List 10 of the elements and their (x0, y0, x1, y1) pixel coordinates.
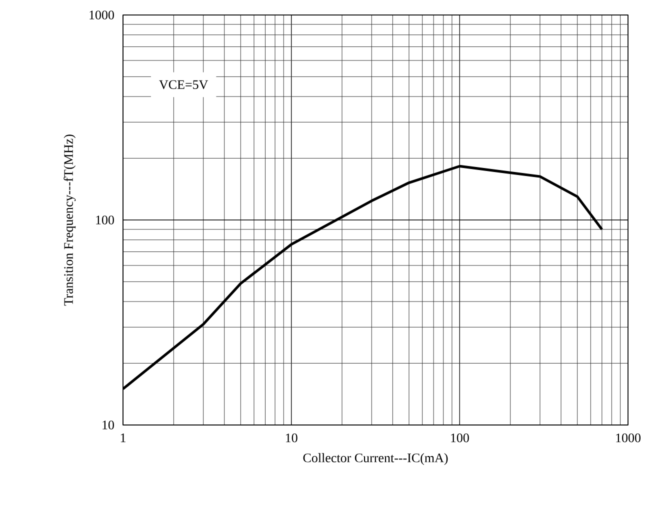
x-tick-label: 1000 (616, 434, 641, 442)
y-tick-label: 10 (102, 420, 114, 430)
y-axis-title: Transition Frequency---fT(MHz) (64, 134, 76, 306)
y-tick-label: 100 (96, 216, 114, 224)
x-axis-title: Collector Current---IC(mA) (303, 453, 448, 465)
x-tick-label: 10 (286, 434, 298, 442)
y-tick-label: 1000 (90, 10, 114, 20)
annotation: VCE=5V (159, 80, 208, 90)
x-tick-label: 100 (451, 434, 469, 442)
x-tick-label: 1 (120, 434, 126, 442)
